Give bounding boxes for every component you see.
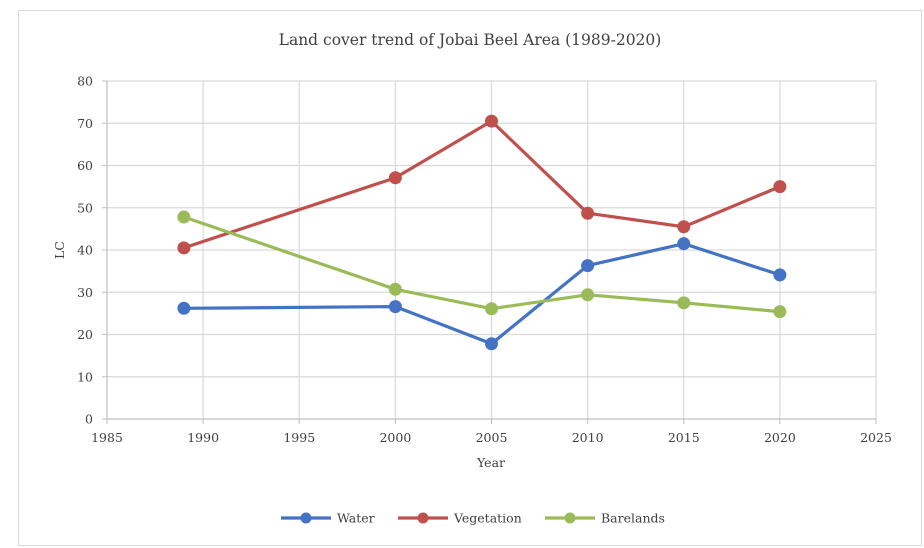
x-tick-label: 2010 <box>572 430 604 445</box>
data-point-vegetation <box>677 220 691 234</box>
x-tick-label: 1995 <box>283 430 315 445</box>
data-point-vegetation <box>581 206 595 220</box>
chart-title: Land cover trend of Jobai Beel Area (198… <box>279 31 662 49</box>
series-vegetation <box>177 114 787 255</box>
series-water <box>177 237 787 351</box>
data-point-barelands <box>677 296 691 310</box>
legend-marker <box>417 512 429 524</box>
y-tick-label: 10 <box>77 369 93 384</box>
y-tick-label: 50 <box>77 200 93 215</box>
y-tick-label: 40 <box>77 243 93 258</box>
axes: 0 10 20 30 40 50 60 70 80 1985 1990 1995 2000 2005 201… <box>77 74 892 446</box>
legend-marker <box>300 512 312 524</box>
legend-item-vegetation: Vegetation <box>398 511 522 526</box>
x-tick-label: 2020 <box>764 430 796 445</box>
y-tick-label: 70 <box>77 116 93 131</box>
x-tick-label: 2015 <box>668 430 700 445</box>
data-point-vegetation <box>388 171 402 185</box>
data-point-vegetation <box>773 180 787 194</box>
series-line-barelands <box>183 215 781 314</box>
data-point-water <box>581 259 595 273</box>
x-tick-label: 2025 <box>860 430 892 445</box>
series-barelands <box>177 210 787 319</box>
x-tick-label: 2005 <box>476 430 508 445</box>
data-point-barelands <box>581 288 595 302</box>
data-point-vegetation <box>177 241 191 255</box>
data-point-vegetation <box>485 114 498 128</box>
x-tick-label: 1985 <box>91 430 123 445</box>
legend: Water Vegetation Barelands <box>281 511 665 526</box>
legend-label: Water <box>337 511 375 526</box>
x-axis-title: Year <box>476 455 505 470</box>
legend-item-water: Water <box>281 511 375 526</box>
legend-label: Vegetation <box>453 511 522 526</box>
data-point-water <box>388 300 402 314</box>
y-tick-label: 80 <box>77 74 93 89</box>
y-tick-label: 20 <box>77 327 93 342</box>
data-point-barelands <box>388 282 402 296</box>
x-tick-label: 1990 <box>187 430 219 445</box>
chart-frame <box>18 10 922 546</box>
x-tick-label: 2000 <box>379 430 411 445</box>
grid <box>107 80 877 419</box>
data-point-water <box>677 237 691 251</box>
data-point-barelands <box>485 302 498 316</box>
y-tick-label: 60 <box>77 158 93 173</box>
legend-label: Barelands <box>601 511 665 526</box>
data-point-water <box>773 268 787 282</box>
data-point-water <box>485 337 498 351</box>
y-tick-label: 0 <box>85 412 93 427</box>
y-tick-label: 30 <box>77 285 93 300</box>
y-axis-title: LC <box>52 241 67 259</box>
data-point-barelands <box>177 210 191 224</box>
legend-marker <box>564 512 576 524</box>
series-line-vegetation <box>183 119 781 250</box>
series-line-water <box>183 242 781 346</box>
series-layer <box>177 114 787 351</box>
data-point-water <box>177 301 191 315</box>
legend-item-barelands: Barelands <box>545 511 665 526</box>
data-point-barelands <box>773 305 787 319</box>
